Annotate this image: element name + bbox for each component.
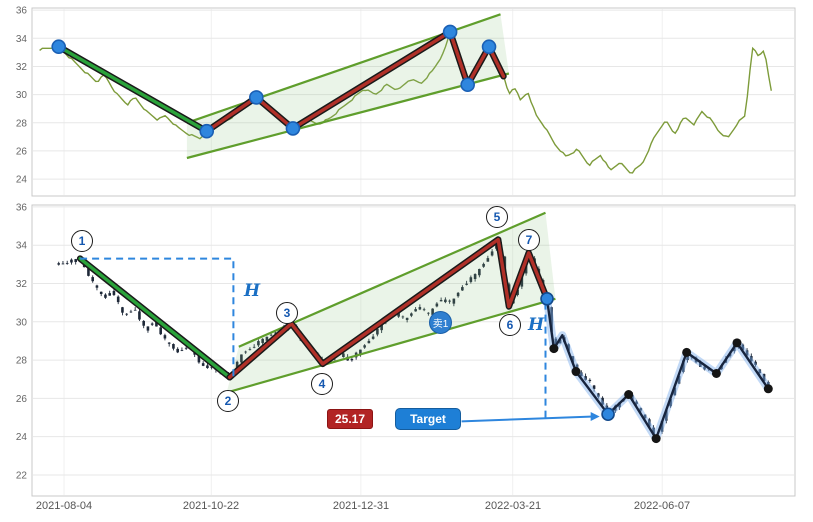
y-tick-label: 36 <box>16 6 28 17</box>
y-tick-label: 28 <box>16 118 28 129</box>
sell-marker[interactable]: 卖1 <box>429 311 452 334</box>
x-tick-label-1: 2021-08-04 <box>35 500 93 512</box>
y-tick-label: 26 <box>16 146 28 157</box>
pivot-dot-black[interactable] <box>571 367 581 377</box>
pivot-number-5[interactable]: 5 <box>486 206 508 228</box>
h-measure-label-2[interactable]: H <box>527 315 545 335</box>
pivot-dot-black[interactable] <box>682 347 692 357</box>
pivot-number-4[interactable]: 4 <box>311 373 333 395</box>
zigzag-line[interactable] <box>227 237 549 379</box>
channel-lower-line[interactable] <box>226 297 556 394</box>
y-tick-label: 30 <box>16 90 28 101</box>
pivot-number-6[interactable]: 6 <box>499 314 521 336</box>
price-target-badge[interactable]: 25.17 <box>327 409 373 429</box>
downtrend-line[interactable] <box>57 45 209 133</box>
y-tick-label: 24 <box>16 175 28 186</box>
y-tick-label: 26 <box>16 394 28 405</box>
channel-lower-line[interactable] <box>186 72 510 160</box>
pivot-dot-blue[interactable] <box>481 39 497 55</box>
plot-border <box>31 204 796 497</box>
pivot-number-2[interactable]: 2 <box>217 390 239 412</box>
target-badge[interactable]: Target <box>395 408 461 430</box>
pivot-number-1[interactable]: 1 <box>71 230 93 252</box>
pivot-dot-black[interactable] <box>711 368 721 378</box>
y-tick-label: 22 <box>16 470 28 481</box>
pivot-dot-black[interactable] <box>651 434 661 444</box>
h-measure-label-1[interactable]: H <box>243 281 261 301</box>
pivot-dot-black[interactable] <box>763 384 773 394</box>
plot-border <box>31 7 796 197</box>
channel-fill <box>186 14 509 158</box>
pivot-dot-blue[interactable] <box>199 123 215 139</box>
y-tick-label: 32 <box>16 62 28 73</box>
pivot-number-3[interactable]: 3 <box>276 302 298 324</box>
y-tick-label: 32 <box>16 279 28 290</box>
pivot-dot-blue[interactable] <box>601 407 615 422</box>
x-tick-label-4: 2022-03-21 <box>484 500 542 512</box>
pivot-dot-black[interactable] <box>732 338 742 348</box>
pivot-dot-blue[interactable] <box>442 24 458 40</box>
measure-h1[interactable] <box>80 257 235 377</box>
pivot-dot-blue[interactable] <box>249 90 264 105</box>
pivot-dot-blue[interactable] <box>285 121 301 136</box>
y-tick-label: 34 <box>16 34 28 45</box>
pivot-dot-black[interactable] <box>549 344 559 354</box>
x-tick-label-2: 2021-10-22 <box>182 500 240 512</box>
pivot-number-7[interactable]: 7 <box>518 229 540 251</box>
price-line <box>39 32 772 174</box>
y-tick-label: 30 <box>16 317 28 328</box>
target-arrow[interactable] <box>461 415 594 423</box>
downtrend-line[interactable] <box>78 256 232 379</box>
y-tick-label: 24 <box>16 432 28 443</box>
y-tick-label: 36 <box>16 202 28 213</box>
pivot-dot-blue[interactable] <box>51 39 67 55</box>
x-tick-label-5: 2022-06-07 <box>633 500 691 512</box>
panel-overview: 36 34 32 30 28 26 24 <box>16 6 796 197</box>
y-tick-label: 28 <box>16 356 28 367</box>
pivot-dot-blue[interactable] <box>540 292 554 306</box>
pivot-dot-blue[interactable] <box>460 77 475 93</box>
y-tick-label: 34 <box>16 241 28 252</box>
pivot-dot-black[interactable] <box>624 390 634 400</box>
x-tick-label-3: 2021-12-31 <box>332 500 390 512</box>
